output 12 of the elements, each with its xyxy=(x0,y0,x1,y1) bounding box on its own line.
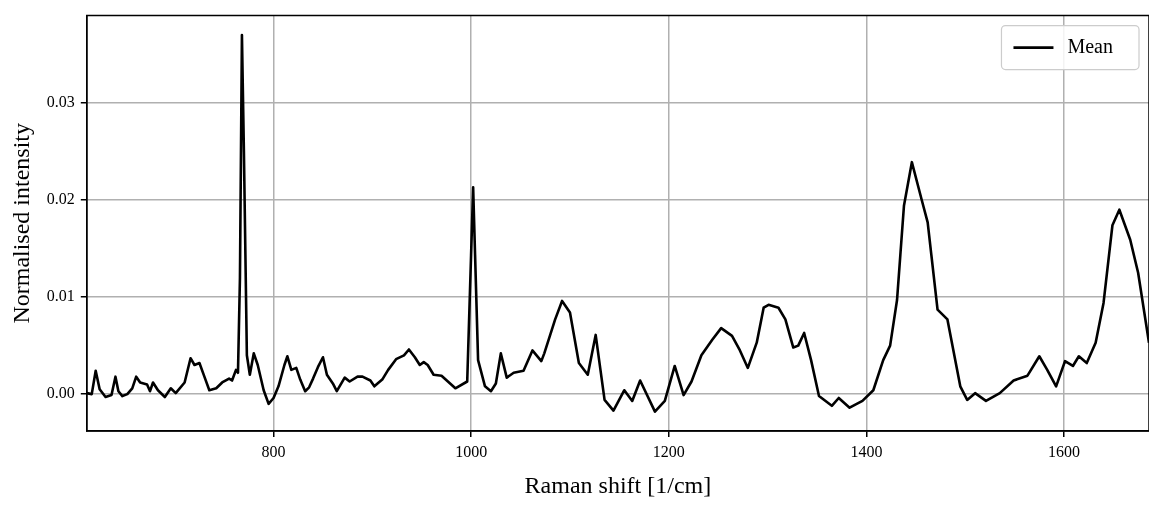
x-tick-label: 1200 xyxy=(652,442,685,460)
x-axis-title: Raman shift [1/cm] xyxy=(524,471,712,498)
y-tick-label: 0.00 xyxy=(46,384,75,402)
y-tick-label: 0.01 xyxy=(46,287,75,305)
x-tick-label: 1000 xyxy=(455,442,488,460)
y-tick-label: 0.02 xyxy=(46,190,75,208)
x-tick-label: 1400 xyxy=(850,442,883,460)
y-tick-label: 0.03 xyxy=(46,93,75,111)
legend-label: Mean xyxy=(1067,34,1114,57)
y-axis-title: Normalised intensity xyxy=(7,122,34,324)
x-tick-label: 1600 xyxy=(1048,442,1081,460)
x-tick-label: 800 xyxy=(261,442,286,460)
